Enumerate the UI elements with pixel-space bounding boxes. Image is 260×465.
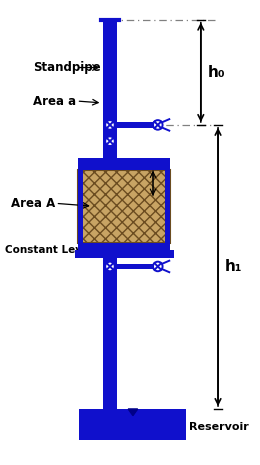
Bar [103,20,117,159]
Bar [79,170,170,243]
Bar [115,264,158,269]
Bar [79,159,170,170]
Text: Reservoir: Reservoir [189,422,249,432]
Bar [103,254,117,409]
Text: Area A: Area A [11,197,56,210]
Bar [165,170,170,243]
Circle shape [153,120,162,130]
Circle shape [153,262,162,271]
Text: Constant Level: Constant Level [5,245,93,255]
Bar [79,170,83,243]
Circle shape [105,120,115,130]
Bar [79,409,186,440]
Polygon shape [128,409,138,416]
Text: Standpipe: Standpipe [34,61,101,74]
Text: Area a: Area a [34,94,77,107]
Bar [79,243,170,254]
Bar [75,250,174,258]
Circle shape [105,262,115,271]
Circle shape [105,136,115,146]
Bar [115,122,158,128]
Text: h₁: h₁ [225,259,242,274]
Text: h₀: h₀ [207,65,225,80]
